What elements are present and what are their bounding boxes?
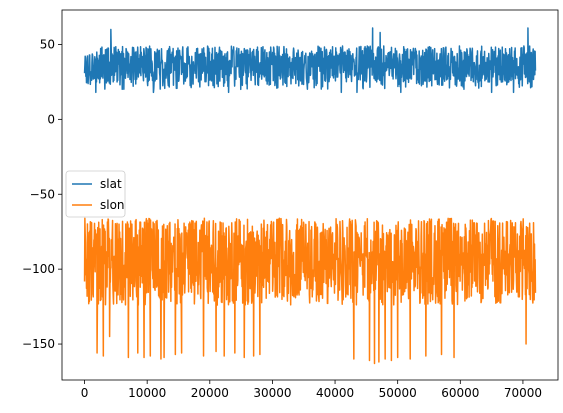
series-line-slon: [83, 217, 537, 365]
y-axis: 50 0 −50 −100 −150: [22, 37, 62, 351]
series-line-slat: [83, 27, 537, 94]
y-tick-label: −150: [22, 337, 55, 351]
x-tick-label: 0: [81, 386, 89, 400]
x-tick-label: 40000: [316, 386, 354, 400]
legend-label-slat: slat: [100, 177, 122, 191]
plot-frame: [61, 9, 559, 381]
x-axis: 0 10000 20000 30000 40000 50000 60000 70000: [81, 380, 542, 400]
y-tick-label: −50: [30, 187, 55, 201]
series-layer: [83, 27, 537, 365]
x-tick-label: 30000: [253, 386, 291, 400]
x-tick-label: 20000: [191, 386, 229, 400]
y-tick-label: −100: [22, 262, 55, 276]
y-tick-label: 0: [47, 112, 55, 126]
legend-label-slon: slon: [100, 198, 125, 212]
x-tick-label: 60000: [441, 386, 479, 400]
x-tick-label: 50000: [379, 386, 417, 400]
x-tick-label: 10000: [128, 386, 166, 400]
x-tick-label: 70000: [504, 386, 542, 400]
y-tick-label: 50: [40, 37, 55, 51]
legend: slat slon: [65, 170, 126, 218]
